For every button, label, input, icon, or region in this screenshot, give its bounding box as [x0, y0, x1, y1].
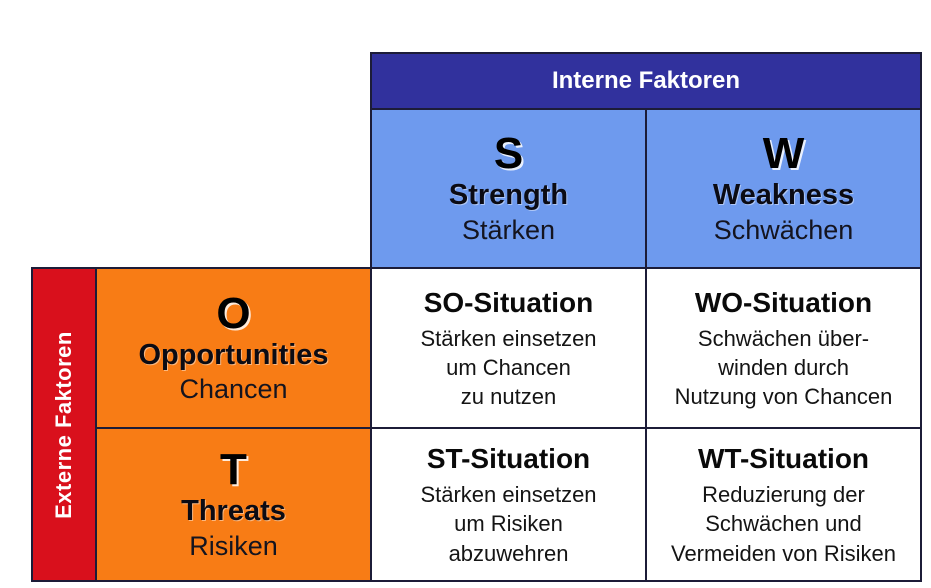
opportunities-header-cell: O Opportunities Chancen — [95, 267, 372, 429]
wt-situation-line: Vermeiden von Risiken — [670, 540, 896, 566]
opportunities-german-label: Chancen — [179, 374, 288, 405]
opportunities-english-label: Opportunities — [138, 338, 329, 371]
so-situation-cell: SO-Situation Stärken einsetzen um Chance… — [370, 267, 647, 429]
wo-situation-line: Schwächen über- — [697, 325, 870, 351]
weakness-header-cell: W Weakness Schwächen — [645, 108, 922, 269]
st-situation-cell: ST-Situation Stärken einsetzen um Risike… — [370, 427, 647, 582]
threats-german-label: Risiken — [189, 530, 278, 561]
so-situation-line: um Chancen — [446, 354, 571, 380]
wo-situation-title: WO-Situation — [694, 286, 873, 318]
internal-factors-header: Interne Faktoren — [370, 52, 922, 110]
so-situation-line: zu nutzen — [460, 384, 557, 410]
wo-situation-line: winden durch — [718, 354, 849, 380]
weakness-english-label: Weakness — [712, 179, 855, 212]
strength-german-label: Stärken — [461, 214, 556, 245]
external-factors-label: Externe Faktoren — [51, 330, 77, 519]
threats-letter: T — [220, 445, 247, 495]
wt-situation-cell: WT-Situation Reduzierung der Schwächen u… — [645, 427, 922, 582]
wt-situation-line: Reduzierung der — [702, 482, 865, 508]
strength-letter: S — [493, 129, 524, 179]
st-situation-title: ST-Situation — [426, 443, 591, 475]
strength-header-cell: S Strength Stärken — [370, 108, 647, 269]
internal-factors-label: Interne Faktoren — [551, 67, 741, 94]
st-situation-line: Stärken einsetzen — [420, 482, 597, 508]
weakness-letter: W — [762, 129, 805, 179]
threats-english-label: Threats — [181, 495, 286, 528]
st-situation-line: abzuwehren — [448, 540, 569, 566]
wo-situation-cell: WO-Situation Schwächen über- winden durc… — [645, 267, 922, 429]
wo-situation-line: Nutzung von Chancen — [674, 384, 893, 410]
st-situation-line: um Risiken — [454, 511, 563, 537]
external-factors-header: Externe Faktoren — [31, 267, 97, 582]
weakness-german-label: Schwächen — [713, 214, 854, 245]
so-situation-title: SO-Situation — [423, 286, 594, 318]
threats-header-cell: T Threats Risiken — [95, 427, 372, 582]
opportunities-letter: O — [216, 288, 251, 338]
wt-situation-title: WT-Situation — [697, 443, 870, 475]
wt-situation-line: Schwächen und — [705, 511, 862, 537]
so-situation-line: Stärken einsetzen — [420, 325, 597, 351]
strength-english-label: Strength — [448, 179, 569, 212]
